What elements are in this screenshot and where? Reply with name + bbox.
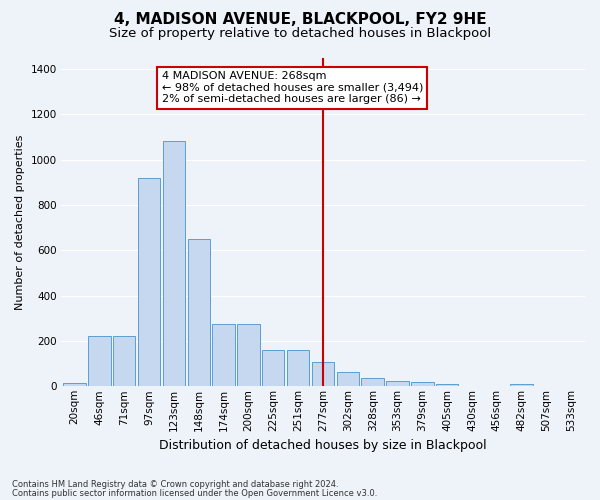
Bar <box>238 324 260 386</box>
Bar <box>511 384 533 386</box>
Text: Contains public sector information licensed under the Open Government Licence v3: Contains public sector information licen… <box>12 488 377 498</box>
Bar <box>212 324 235 386</box>
Bar <box>262 350 284 387</box>
Text: 4, MADISON AVENUE, BLACKPOOL, FY2 9HE: 4, MADISON AVENUE, BLACKPOOL, FY2 9HE <box>113 12 487 28</box>
Bar <box>386 382 409 386</box>
X-axis label: Distribution of detached houses by size in Blackpool: Distribution of detached houses by size … <box>159 440 487 452</box>
Bar <box>337 372 359 386</box>
Bar <box>64 383 86 386</box>
Text: Contains HM Land Registry data © Crown copyright and database right 2024.: Contains HM Land Registry data © Crown c… <box>12 480 338 489</box>
Bar <box>287 350 310 387</box>
Bar <box>163 142 185 386</box>
Bar <box>138 178 160 386</box>
Text: 4 MADISON AVENUE: 268sqm
← 98% of detached houses are smaller (3,494)
2% of semi: 4 MADISON AVENUE: 268sqm ← 98% of detach… <box>161 71 423 104</box>
Bar <box>312 362 334 386</box>
Bar <box>411 382 434 386</box>
Bar <box>88 336 110 386</box>
Bar <box>113 336 136 386</box>
Bar <box>188 239 210 386</box>
Bar <box>436 384 458 386</box>
Text: Size of property relative to detached houses in Blackpool: Size of property relative to detached ho… <box>109 28 491 40</box>
Y-axis label: Number of detached properties: Number of detached properties <box>15 134 25 310</box>
Bar <box>361 378 384 386</box>
